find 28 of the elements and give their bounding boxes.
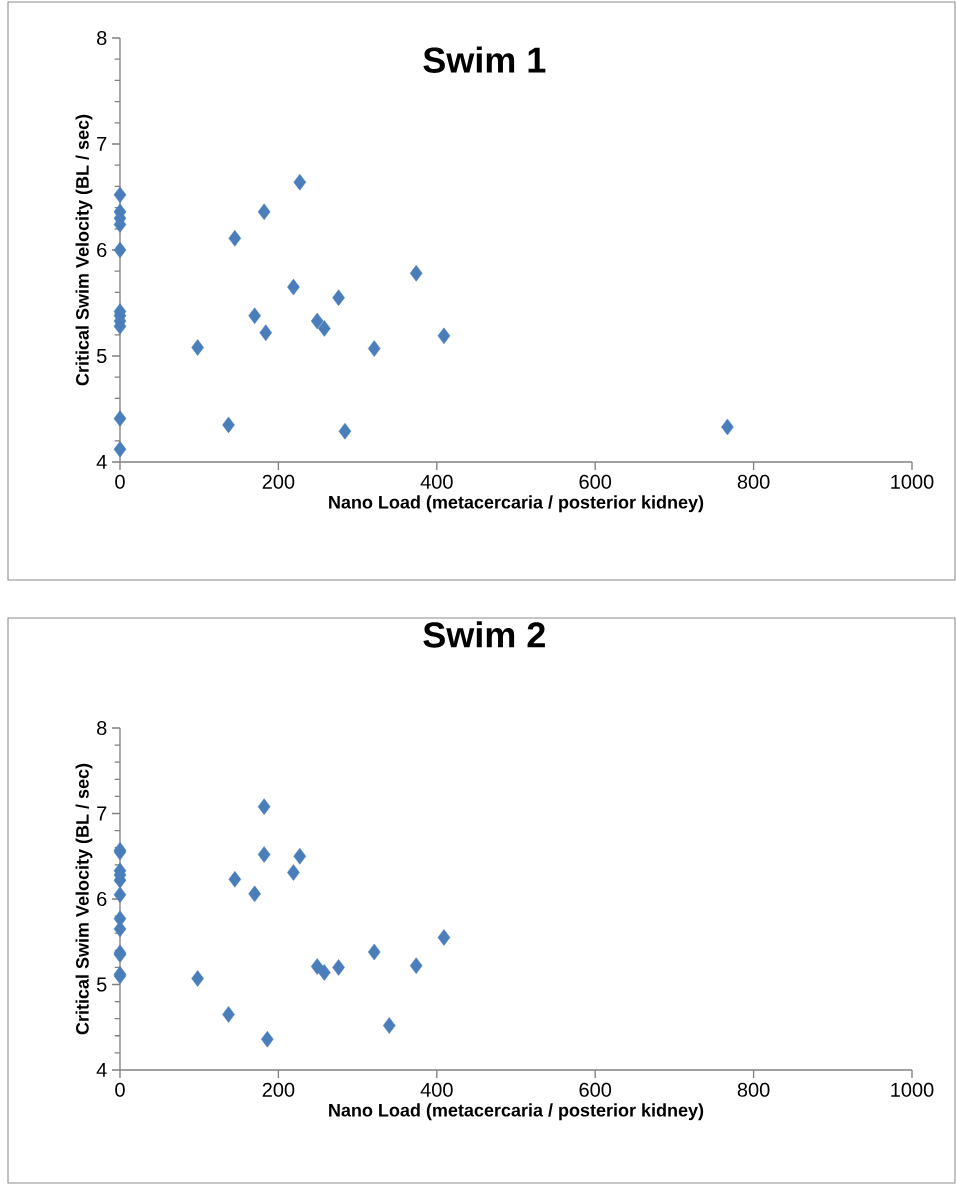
x-tick-label: 400 — [420, 1082, 453, 1097]
y-tick-label: 5 — [96, 349, 107, 363]
x-tick-label: 0 — [115, 1082, 125, 1097]
chart-title: Swim 2 — [423, 621, 545, 648]
x-tick-label: 400 — [420, 474, 453, 489]
y-tick-label: 7 — [97, 137, 107, 151]
y-tick-label: 8 — [97, 30, 107, 46]
chart-title: Swim 1 — [423, 46, 546, 73]
x-tick-label: 600 — [579, 1082, 612, 1097]
x-tick-label: 200 — [262, 1082, 295, 1097]
y-tick-label: 4 — [96, 455, 107, 469]
x-tick-label: 0 — [115, 474, 125, 489]
y-axis-title: Critical Swim Velocity (BL / sec) — [75, 763, 93, 1035]
x-tick-label: 800 — [737, 1082, 770, 1097]
x-tick-label: 1000 — [891, 1082, 934, 1097]
x-axis-title: Nano Load (metacercaria / posterior kidney) — [329, 495, 704, 513]
x-tick-label: 600 — [579, 474, 612, 489]
x-tick-label: 200 — [262, 474, 295, 489]
y-tick-label: 5 — [96, 977, 107, 992]
y-tick-label: 6 — [97, 242, 107, 258]
x-tick-label: 800 — [737, 474, 770, 489]
x-tick-label: 1000 — [891, 474, 934, 489]
y-tick-label: 4 — [96, 1063, 107, 1077]
x-axis-title: Nano Load (metacercaria / posterior kidney) — [329, 1103, 704, 1121]
y-tick-label: 6 — [97, 891, 107, 907]
y-axis-title: Critical Swim Velocity (BL / sec) — [75, 114, 93, 386]
y-tick-label: 7 — [97, 806, 107, 821]
y-tick-label: 8 — [97, 720, 107, 736]
